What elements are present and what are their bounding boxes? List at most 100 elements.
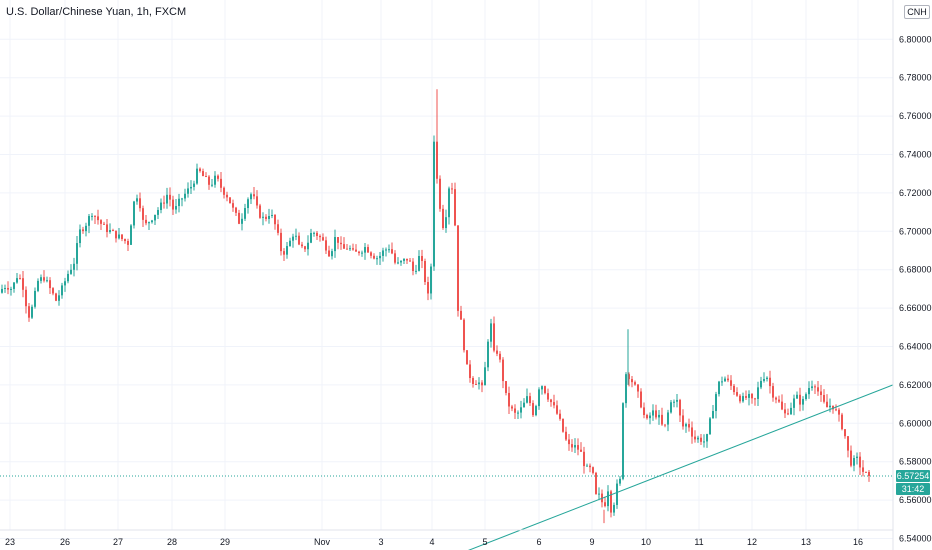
candle-body xyxy=(202,171,204,177)
candle-body xyxy=(679,399,681,416)
candle-body xyxy=(475,383,477,385)
candle-body xyxy=(373,255,375,259)
candle-body xyxy=(532,403,534,416)
candle-body xyxy=(328,250,330,257)
candle-body xyxy=(109,230,111,233)
candle-body xyxy=(856,456,858,459)
candle-body xyxy=(673,401,675,403)
candle-body xyxy=(226,194,228,198)
candle-body xyxy=(664,424,666,426)
candle-body xyxy=(100,220,102,224)
candle-body xyxy=(754,398,756,400)
candle-body xyxy=(832,405,834,410)
candle-body xyxy=(106,224,108,233)
candle-body xyxy=(823,394,825,402)
candle-body xyxy=(772,386,774,398)
candle-body xyxy=(562,418,564,432)
candle-body xyxy=(553,402,555,406)
candle-body xyxy=(178,198,180,207)
candle-body xyxy=(7,287,9,290)
candle-body xyxy=(427,282,429,294)
candle-body xyxy=(10,288,12,290)
candle-body xyxy=(844,429,846,437)
candle-body xyxy=(259,205,261,218)
candle-body xyxy=(814,386,816,388)
candle-body xyxy=(586,465,588,467)
y-tick-label: 6.64000 xyxy=(899,342,932,352)
candle-body xyxy=(775,397,777,400)
candle-body xyxy=(301,244,303,247)
candle-body xyxy=(787,413,789,415)
candle-body xyxy=(145,219,147,224)
grid xyxy=(0,0,893,539)
candle-body xyxy=(649,415,651,419)
candle-body xyxy=(136,198,138,202)
candle-body xyxy=(499,353,501,360)
y-tick-label: 6.70000 xyxy=(899,226,932,236)
candle-body xyxy=(415,270,417,272)
candle-body xyxy=(604,502,606,507)
y-tick-label: 6.54000 xyxy=(899,534,932,544)
candle-body xyxy=(157,210,159,215)
candle-body xyxy=(424,261,426,283)
candle-body xyxy=(670,402,672,413)
candle-body xyxy=(643,407,645,416)
candle-body xyxy=(37,280,39,291)
candle-body xyxy=(667,412,669,425)
candle-body xyxy=(379,255,381,259)
candle-body xyxy=(760,380,762,388)
candle-body xyxy=(595,472,597,494)
candle-body xyxy=(337,237,339,243)
candle-body xyxy=(34,290,36,307)
last-price-tag: 6.57254 xyxy=(896,470,930,483)
candle-body xyxy=(229,197,231,204)
candle-body xyxy=(169,194,171,200)
candle-body xyxy=(265,216,267,219)
candle-body xyxy=(112,230,114,232)
candle-body xyxy=(223,187,225,195)
candle-body xyxy=(493,323,495,351)
candle-body xyxy=(448,188,450,218)
candle-body xyxy=(625,374,627,404)
y-tick-label: 6.76000 xyxy=(899,111,932,121)
currency-badge[interactable]: CNH xyxy=(904,5,930,19)
candle-body xyxy=(547,393,549,400)
candle-body xyxy=(565,431,567,440)
candle-body xyxy=(802,399,804,405)
candle-body xyxy=(718,381,720,395)
candle-body xyxy=(634,382,636,385)
candle-body xyxy=(115,230,117,239)
candle-body xyxy=(463,319,465,351)
candle-body xyxy=(520,407,522,413)
candle-body xyxy=(253,194,255,197)
candle-body xyxy=(589,465,591,468)
candle-body xyxy=(103,223,105,225)
candle-body xyxy=(796,394,798,399)
candle-body xyxy=(82,229,84,232)
candle-body xyxy=(127,240,129,245)
candle-body xyxy=(622,403,624,479)
trendline-layer xyxy=(468,384,894,550)
candle-body xyxy=(616,483,618,505)
candle-body xyxy=(784,409,786,414)
candle-body xyxy=(733,385,735,393)
candle-body xyxy=(619,478,621,484)
candle-body xyxy=(181,198,183,200)
candle-body xyxy=(232,203,234,208)
x-tick-label: 4 xyxy=(429,537,434,547)
candle-body xyxy=(862,467,864,472)
candle-body xyxy=(805,394,807,400)
x-tick-label: 23 xyxy=(5,537,15,547)
candle-body xyxy=(454,189,456,226)
candle-body xyxy=(451,188,453,190)
candle-body xyxy=(307,242,309,250)
candle-body xyxy=(22,278,24,290)
candle-body xyxy=(508,392,510,407)
x-tick-label: 28 xyxy=(167,537,177,547)
candle-body xyxy=(715,394,717,412)
candle-body xyxy=(688,424,690,428)
x-tick-label: 13 xyxy=(801,537,811,547)
candle-body xyxy=(505,381,507,393)
candle-body xyxy=(283,251,285,255)
